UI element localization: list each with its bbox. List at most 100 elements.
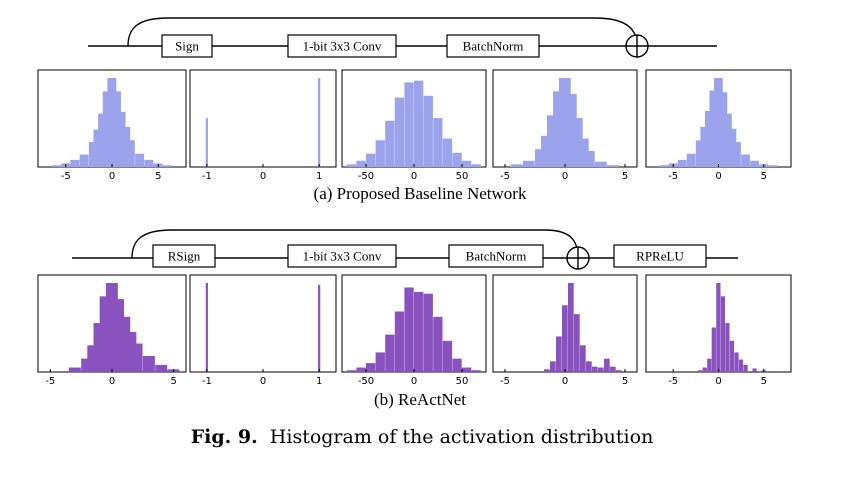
histogram-bar — [135, 153, 145, 167]
histogram-bar — [93, 129, 103, 167]
histogram-bar — [318, 284, 321, 372]
histogram-bar — [547, 115, 559, 167]
histogram-bar — [610, 366, 616, 372]
histogram-bar — [70, 159, 80, 167]
axis-tick-label: 0 — [109, 171, 115, 182]
histogram-bar — [607, 165, 619, 167]
histogram-bar — [718, 92, 728, 167]
histogram-panel-a-1: -5 0 5 — [37, 69, 187, 182]
histogram-bar — [356, 367, 366, 372]
histogram-bar — [423, 293, 433, 372]
histogram-bar — [144, 159, 154, 167]
histogram-bar — [741, 154, 750, 167]
histogram-row-b: -5 0 5 -1 0 1 -50 0 50 -5 0 5 -5 0 5 — [37, 274, 792, 387]
histogram-bar — [583, 150, 595, 167]
histogram-bar — [729, 340, 735, 372]
caption-a: (a) Proposed Baseline Network — [314, 184, 527, 203]
histogram-bar — [750, 160, 759, 167]
diagram-b-block-conv — [287, 244, 397, 268]
histogram-bar — [356, 160, 366, 167]
histogram-panel-b-3: -50 0 50 — [341, 274, 487, 387]
histogram-bar — [511, 164, 523, 167]
diagram-a-block-sign-label: Sign — [175, 39, 199, 54]
histogram-bar — [541, 135, 553, 167]
histogram-bar — [116, 111, 126, 167]
histogram-bar — [738, 359, 744, 372]
histogram-bar — [686, 153, 696, 167]
histogram-bar — [734, 352, 739, 372]
axis-tick-label: 5 — [622, 171, 628, 182]
histogram-bar — [553, 91, 565, 167]
figure-text: Histogram of the activation distribution — [270, 426, 654, 448]
histogram-bar — [433, 118, 443, 167]
diagram-a: Sign 1-bit 3x3 Conv BatchNorm — [88, 17, 717, 58]
axis-tick-label: 0 — [260, 376, 266, 387]
diagram-b-block-conv-label: 1-bit 3x3 Conv — [303, 249, 382, 264]
histogram-bar — [604, 358, 610, 372]
axis-tick-label: -5 — [45, 376, 55, 387]
histogram-bar — [471, 370, 481, 372]
histogram-bar — [404, 287, 414, 372]
histogram-bar — [743, 364, 748, 372]
histogram-bar — [716, 283, 721, 372]
histogram-bar — [700, 126, 710, 167]
histogram-panel-b-2: -1 0 1 — [189, 274, 337, 387]
histogram-bar — [471, 164, 481, 167]
histogram-bar — [442, 138, 453, 167]
diagram-a-block-conv — [287, 34, 397, 58]
histogram-bar — [423, 95, 433, 167]
histogram-panel-b-1: -5 0 5 — [37, 274, 187, 387]
histogram-bar — [346, 370, 357, 372]
histogram-bar — [711, 327, 716, 372]
histogram-bar — [162, 165, 172, 167]
diagram-a-block-batchnorm-label: BatchNorm — [463, 39, 524, 54]
histogram-bar — [98, 113, 108, 167]
diagram-a-block-sign — [161, 34, 213, 58]
diagram-a-block-conv-label: 1-bit 3x3 Conv — [303, 39, 382, 54]
histogram-bar — [130, 343, 143, 372]
diagram-a-skip-connection — [127, 17, 638, 47]
axis-tick-label: 0 — [562, 376, 568, 387]
axis-tick-label: 0 — [411, 171, 417, 182]
histogram-bar — [595, 161, 607, 167]
histogram-bar — [723, 113, 732, 167]
histogram-bar — [577, 138, 589, 167]
diagram-b-block-rprelu — [613, 244, 707, 268]
histogram-bar — [205, 118, 208, 167]
axis-tick-label: -5 — [668, 171, 678, 182]
axis-tick-label: -50 — [358, 376, 374, 387]
axis-tick-label: 5 — [622, 376, 628, 387]
axis-tick-label: -1 — [202, 171, 212, 182]
histogram-bar — [598, 367, 604, 372]
histogram-bar — [375, 352, 385, 372]
histogram-bar — [121, 126, 131, 167]
axis-tick-label: 50 — [456, 171, 469, 182]
histogram-bar — [462, 367, 472, 372]
histogram-bar — [727, 128, 737, 167]
axis-tick-label: 0 — [411, 376, 417, 387]
histogram-bar — [713, 78, 723, 167]
histogram-bar — [752, 368, 757, 372]
histogram-bar — [155, 364, 168, 372]
axis-tick-label: 1 — [316, 171, 322, 182]
histogram-panel-a-4: -5 0 5 — [492, 69, 638, 182]
diagram-b-block-rsign-label: RSign — [168, 249, 201, 264]
histogram-bar — [366, 153, 376, 167]
histogram-bar — [720, 296, 725, 372]
histogram-bar — [702, 367, 707, 372]
histogram-bar — [695, 140, 705, 167]
histogram-bar — [732, 142, 741, 167]
diagram-b-block-rsign — [152, 244, 216, 268]
axis-tick-label: -5 — [668, 376, 678, 387]
histogram-bar — [698, 370, 703, 372]
histogram-bar — [523, 160, 535, 167]
axis-tick-label: 5 — [170, 376, 176, 387]
histogram-bar — [125, 140, 135, 167]
histogram-bar — [318, 78, 321, 167]
histogram-bar — [79, 154, 89, 167]
histogram-bar — [414, 291, 424, 372]
histogram-bar — [385, 334, 395, 372]
axis-tick-label: 1 — [316, 376, 322, 387]
histogram-bar — [385, 120, 395, 167]
histogram-panel-b-5: -5 0 5 — [645, 274, 792, 387]
